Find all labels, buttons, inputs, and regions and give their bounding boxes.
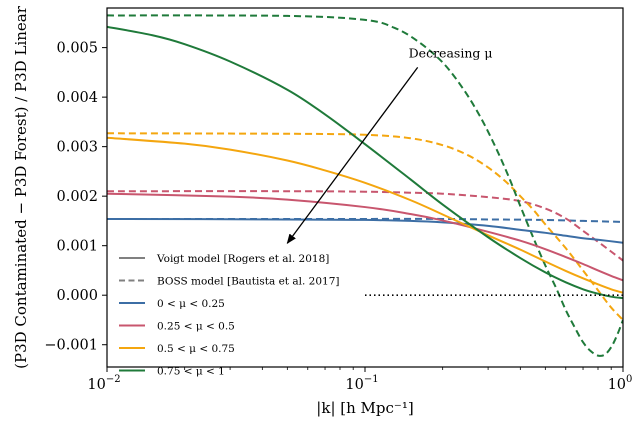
y-tick-label: −0.001 [44, 338, 98, 354]
axis-ticks: −0.001 0.000 0.001 0.002 0.003 0.004 0.005 10−2… [44, 41, 632, 393]
y-axis-label-text: (P3D Contaminated − P3D Forest) / P3D Li… [12, 5, 30, 369]
series-line-boss-mu-bin-2 [107, 132, 623, 321]
series-line-boss-mu-bin-1 [107, 190, 623, 262]
x-axis-label: |k| [h Mpc⁻¹] [316, 399, 413, 417]
series-line-voigt-mu-bin-2 [107, 136, 623, 294]
legend-entry-label: 0.75 < μ < 1 [157, 366, 225, 378]
plot-frame [106, 7, 624, 368]
legend: Voigt model [Rogers et al. 2018] BOSS mod… [119, 253, 339, 378]
y-tick-label: 0.003 [56, 140, 98, 156]
legend-entry-label: BOSS model [Bautista et al. 2017] [157, 276, 339, 288]
series-line-voigt-mu-bin-3 [107, 25, 623, 300]
annotation-arrow [286, 67, 419, 245]
series-layer [107, 14, 623, 357]
y-tick-label: 0.002 [56, 189, 98, 205]
y-tick-label: 0.001 [56, 239, 98, 255]
annotation-layer: Decreasing μ [286, 45, 493, 245]
series-line-boss-mu-bin-3 [107, 14, 623, 357]
annotation-label: Decreasing μ [409, 45, 493, 60]
y-tick-label: 0.000 [56, 288, 98, 304]
x-axis-label-text: |k| [h Mpc⁻¹] [316, 399, 413, 417]
x-tick-label: 10−2 [87, 374, 120, 393]
x-tick-label: 100 [608, 374, 633, 393]
x-tick-label: 10−1 [345, 374, 378, 393]
legend-entry-label: Voigt model [Rogers et al. 2018] [156, 253, 329, 265]
y-axis-label: (P3D Contaminated − P3D Forest) / P3D Li… [12, 5, 30, 369]
legend-entry-label: 0.5 < μ < 0.75 [157, 343, 235, 355]
series-line-voigt-mu-bin-1 [107, 192, 623, 282]
series-line-voigt-mu-bin-0 [107, 217, 623, 244]
legend-entry-label: 0.25 < μ < 0.5 [157, 321, 235, 333]
y-tick-label: 0.005 [56, 41, 98, 57]
y-tick-label: 0.004 [56, 90, 98, 106]
legend-entry-label: 0 < μ < 0.25 [157, 298, 225, 310]
